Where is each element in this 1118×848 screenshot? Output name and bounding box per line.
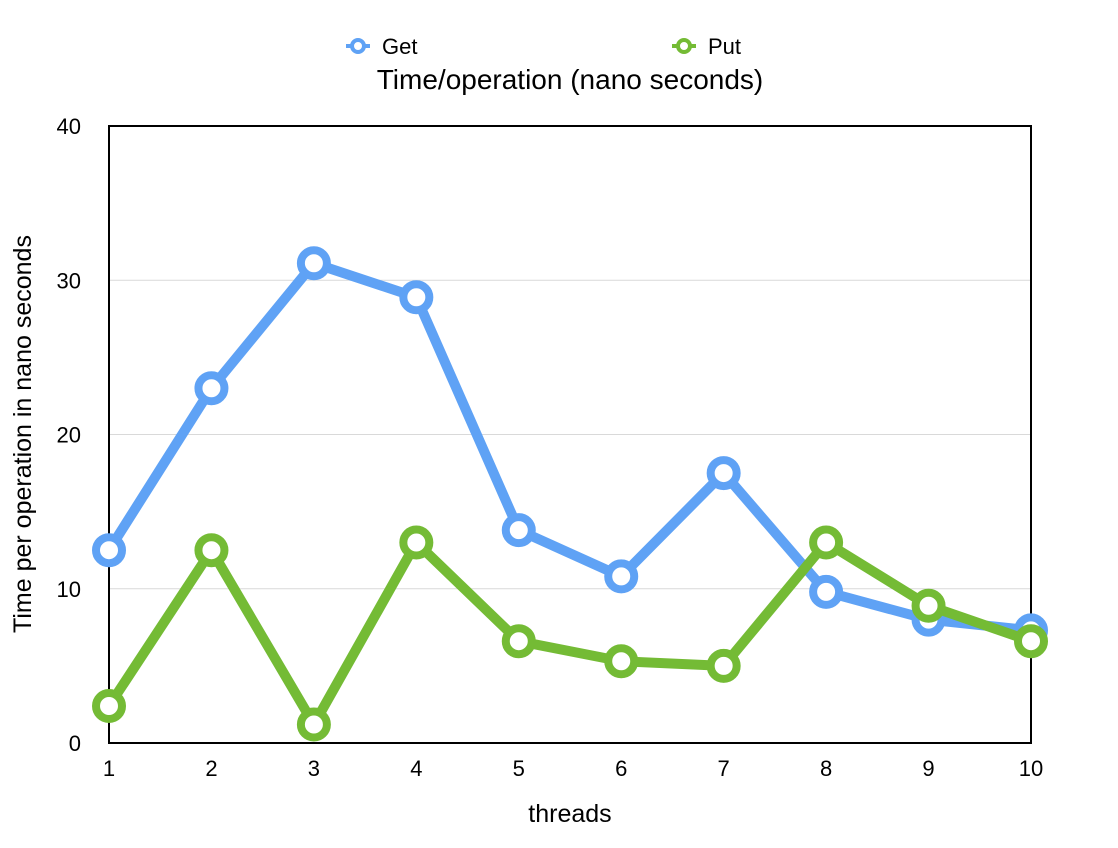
series-put bbox=[92, 525, 1048, 742]
legend-label: Put bbox=[708, 34, 741, 59]
legend-item-get: Get bbox=[346, 34, 417, 59]
x-tick-label: 4 bbox=[410, 756, 422, 781]
legend-marker bbox=[350, 38, 366, 54]
plot-frame bbox=[108, 125, 1032, 744]
x-tick-label: 10 bbox=[1019, 756, 1043, 781]
data-point-get bbox=[92, 533, 126, 568]
x-axis-title: threads bbox=[528, 800, 611, 828]
x-tick-label: 8 bbox=[820, 756, 832, 781]
gridlines bbox=[109, 279, 1031, 590]
legend: Get Put bbox=[346, 34, 741, 59]
series-layer bbox=[92, 246, 1048, 742]
chart-title: Time/operation (nano seconds) bbox=[377, 64, 764, 95]
x-tick-label: 2 bbox=[205, 756, 217, 781]
series-get bbox=[92, 246, 1048, 648]
data-point-get bbox=[604, 559, 639, 594]
series-line-put bbox=[104, 537, 1036, 730]
x-tick-label: 7 bbox=[718, 756, 730, 781]
data-point-get bbox=[501, 513, 536, 548]
x-tick-label: 9 bbox=[922, 756, 934, 781]
y-tick-label: 20 bbox=[57, 423, 81, 448]
data-point-get bbox=[194, 371, 229, 406]
y-tick-label: 30 bbox=[57, 268, 81, 293]
data-point-get bbox=[809, 574, 844, 609]
series-line-get bbox=[104, 258, 1036, 636]
data-point-get bbox=[296, 246, 331, 281]
data-point-put bbox=[92, 688, 126, 723]
data-point-put bbox=[399, 525, 434, 560]
data-point-put bbox=[706, 648, 741, 683]
x-axis-ticks: 1 2 3 4 5 6 7 8 9 10 bbox=[103, 756, 1043, 781]
data-point-put bbox=[296, 707, 331, 742]
y-tick-label: 10 bbox=[57, 577, 81, 602]
y-axis-ticks: 0 10 20 30 40 bbox=[57, 114, 81, 756]
data-point-put bbox=[1014, 624, 1048, 659]
data-point-put bbox=[604, 644, 639, 679]
y-axis-title: Time per operation in nano seconds bbox=[9, 235, 37, 633]
data-point-put bbox=[194, 533, 229, 568]
y-tick-label: 0 bbox=[69, 731, 81, 756]
x-tick-label: 6 bbox=[615, 756, 627, 781]
x-tick-label: 3 bbox=[308, 756, 320, 781]
data-point-put bbox=[911, 588, 946, 623]
x-tick-label: 1 bbox=[103, 756, 115, 781]
legend-marker bbox=[676, 38, 692, 54]
data-point-put bbox=[809, 525, 844, 560]
data-point-put bbox=[501, 624, 536, 659]
legend-item-put: Put bbox=[672, 34, 741, 59]
x-tick-label: 5 bbox=[513, 756, 525, 781]
legend-label: Get bbox=[382, 34, 417, 59]
y-tick-label: 40 bbox=[57, 114, 81, 139]
data-point-get bbox=[706, 456, 741, 491]
data-point-get bbox=[399, 280, 434, 315]
